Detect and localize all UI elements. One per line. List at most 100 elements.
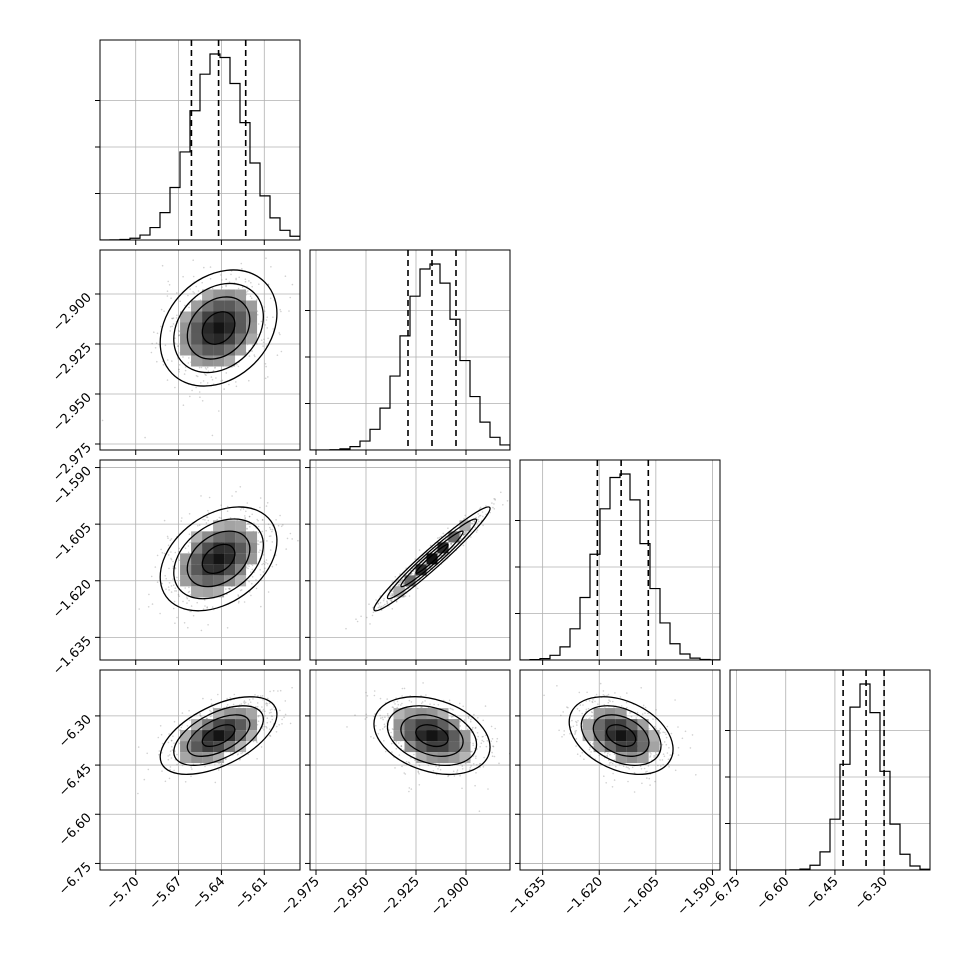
density-cell — [224, 355, 236, 367]
sample-point — [270, 715, 273, 717]
sample-point — [403, 749, 405, 751]
density-cell — [213, 311, 225, 323]
sample-point — [391, 594, 394, 597]
sample-point — [491, 502, 493, 504]
density-cell — [246, 531, 258, 543]
sample-point — [167, 741, 170, 744]
sample-point — [664, 731, 666, 734]
sample-point — [280, 310, 282, 313]
density-cell — [604, 741, 616, 753]
sample-point — [377, 733, 380, 735]
density-cell — [604, 730, 616, 742]
sample-point — [422, 682, 424, 684]
density-cell — [626, 752, 638, 764]
panel-frame — [99, 249, 301, 451]
panel-content — [100, 670, 300, 870]
sample-point — [631, 766, 634, 769]
sample-point — [261, 519, 264, 521]
sample-point — [262, 341, 265, 344]
sample-point — [378, 605, 381, 607]
sample-point — [177, 550, 180, 553]
sample-point — [408, 595, 411, 597]
sample-point — [494, 498, 496, 500]
sample-point — [229, 517, 232, 519]
sample-point — [265, 345, 268, 347]
sample-point — [271, 718, 274, 721]
density-cell — [448, 730, 460, 742]
sample-point — [279, 709, 281, 712]
sample-point — [459, 775, 461, 777]
sample-point — [613, 779, 616, 781]
sample-point — [477, 518, 479, 521]
sample-point — [254, 355, 256, 358]
sample-point — [400, 580, 402, 583]
density-cell — [180, 575, 192, 587]
sample-point — [183, 622, 186, 624]
x-tick-label: −5.64 — [189, 874, 228, 913]
density-cell — [180, 333, 192, 345]
sample-point — [224, 758, 227, 761]
sample-point — [453, 545, 455, 548]
sample-point — [269, 549, 272, 551]
sample-point — [491, 751, 493, 754]
sample-point — [278, 332, 281, 334]
sample-point — [183, 373, 186, 375]
sample-point — [479, 745, 482, 748]
sample-point — [652, 718, 654, 720]
sample-point — [493, 755, 496, 758]
sample-point — [439, 768, 442, 771]
sample-point — [171, 745, 173, 748]
sample-point — [365, 716, 368, 719]
sample-point — [589, 717, 591, 719]
panel-3-0: −5.70 −5.67 −5.64 −5.61 −6.75 −6.60 −6.45 −6.30 — [56, 669, 301, 913]
sample-point — [482, 719, 485, 722]
density-cell — [202, 542, 214, 554]
sample-point — [476, 748, 479, 750]
sample-point — [447, 775, 449, 778]
sample-point — [265, 365, 267, 368]
sample-point — [469, 720, 472, 723]
sample-point — [472, 742, 474, 745]
density-cell — [224, 333, 236, 345]
sample-point — [392, 736, 394, 739]
density-cell — [437, 752, 449, 764]
sample-point — [251, 513, 253, 516]
sample-point — [665, 743, 668, 746]
sample-point — [475, 757, 477, 759]
x-tick-label: −6.45 — [803, 874, 842, 913]
sample-point — [463, 533, 465, 536]
x-tick-label: −2.950 — [328, 874, 373, 919]
density-cell — [202, 531, 214, 543]
panel-content — [100, 250, 300, 450]
sample-point — [653, 756, 655, 758]
sample-point — [384, 716, 386, 718]
panel-frame — [99, 459, 301, 661]
sample-point — [138, 608, 140, 610]
sample-point — [150, 351, 153, 354]
sample-point — [187, 545, 190, 547]
sample-point — [587, 707, 590, 710]
sample-point — [258, 551, 260, 553]
sample-point — [404, 773, 407, 775]
density-cell — [235, 289, 247, 301]
sample-point — [264, 567, 266, 570]
sample-point — [666, 752, 669, 754]
sample-point — [175, 590, 178, 592]
sample-point — [403, 581, 405, 584]
sample-point — [193, 292, 195, 294]
panel-3-1: −2.975 −2.950 −2.925 −2.900 — [278, 669, 511, 919]
sample-point — [264, 377, 267, 380]
density-cell — [246, 542, 258, 554]
sample-point — [180, 520, 182, 522]
density-cell — [426, 730, 438, 742]
density-cell — [415, 719, 427, 731]
sample-point — [485, 745, 488, 748]
sample-point — [270, 266, 272, 268]
sample-point — [210, 715, 212, 718]
sample-point — [383, 726, 386, 728]
sample-point — [254, 694, 256, 696]
density-cell — [180, 730, 192, 742]
sample-point — [184, 781, 187, 783]
sample-point — [261, 695, 264, 697]
sample-point — [255, 705, 257, 708]
